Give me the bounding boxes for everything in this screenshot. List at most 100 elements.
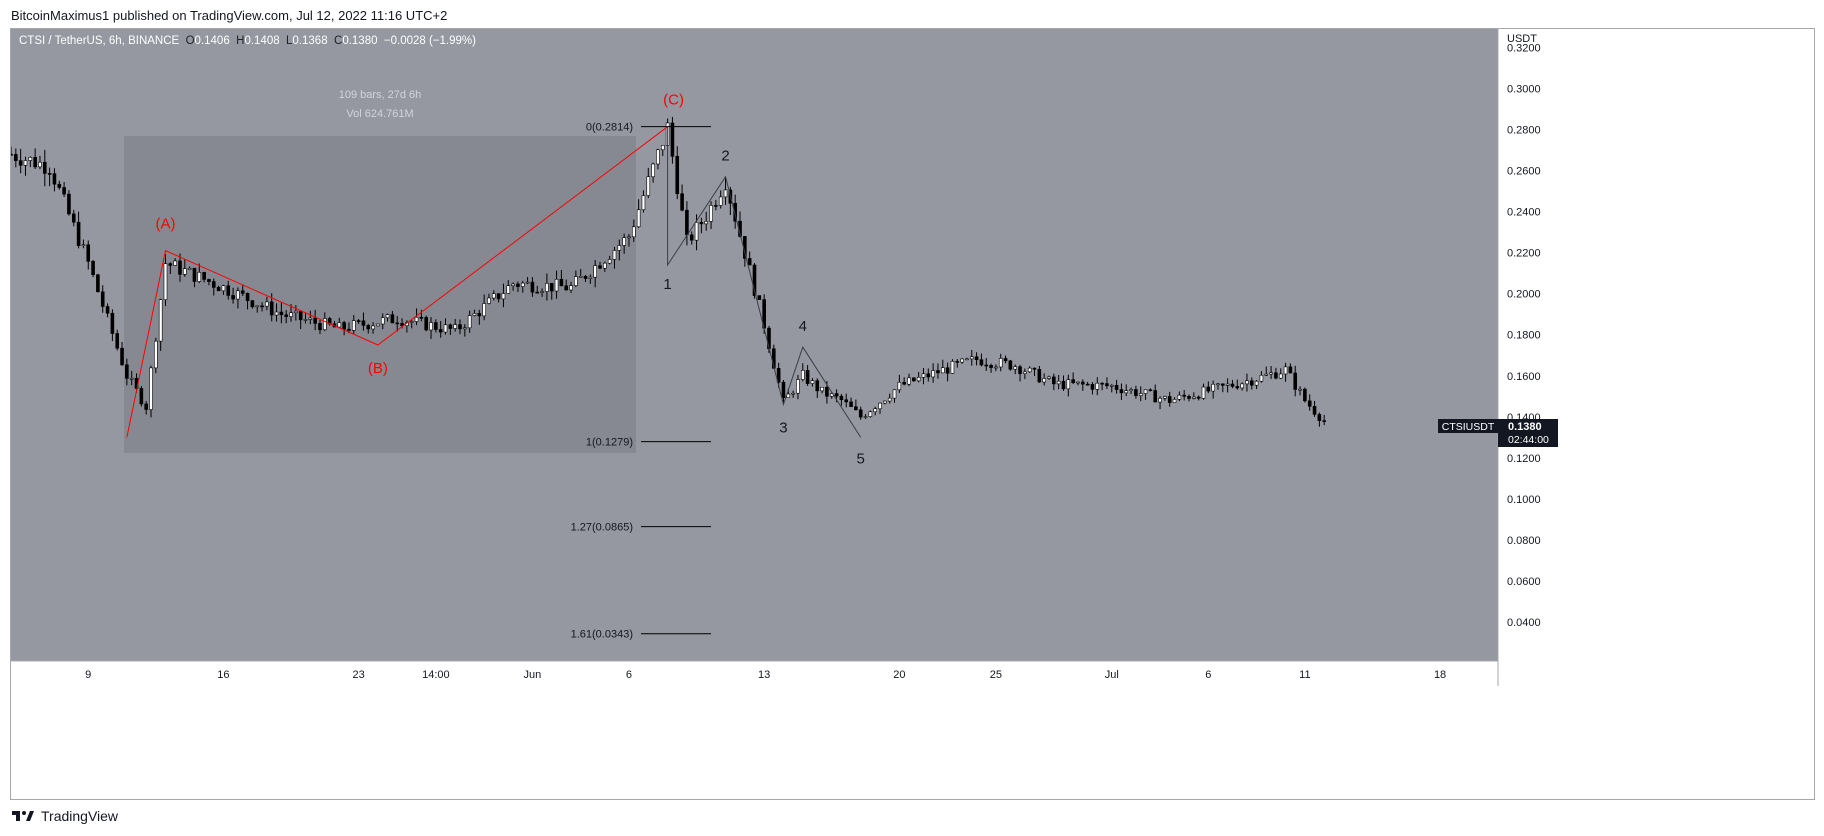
candle-body	[689, 234, 694, 241]
candle-body	[487, 297, 491, 304]
candle-body	[607, 259, 612, 264]
time-tick-label: 13	[758, 669, 770, 681]
candle-body	[1182, 394, 1186, 397]
candle-body	[660, 145, 665, 151]
candle-body	[574, 276, 578, 286]
candle-body	[887, 397, 892, 402]
candle-body	[969, 356, 974, 360]
measure-box[interactable]	[124, 136, 636, 453]
time-tick-label: Jul	[1105, 669, 1119, 681]
candle-body	[1211, 383, 1215, 392]
price-axis-currency: USDT	[1507, 33, 1537, 45]
candle-body	[1085, 383, 1090, 386]
candle-body	[1129, 389, 1133, 391]
chart-frame[interactable]: 109 bars, 27d 6h Vol 624.761M (A) (B) (C) 1…	[10, 28, 1815, 800]
candle-body	[385, 314, 390, 318]
candle-body	[873, 408, 877, 413]
candle-body	[409, 321, 414, 323]
candle-body	[96, 274, 100, 293]
candle-body	[781, 381, 786, 399]
candle-body	[231, 295, 235, 300]
impulse-wave-label: 3	[779, 420, 787, 437]
candle-body	[380, 317, 385, 325]
candle-body	[651, 163, 655, 178]
price-chart[interactable]: 109 bars, 27d 6h Vol 624.761M (A) (B) (C) 1…	[11, 29, 1814, 799]
candle-body	[1249, 380, 1254, 386]
candle-body	[477, 313, 482, 317]
candle-body	[578, 275, 583, 278]
price-tick-label: 0.1600	[1507, 371, 1541, 383]
candle-body	[1032, 367, 1037, 370]
candle-body	[810, 380, 815, 384]
candle-body	[221, 285, 226, 292]
candle-body	[598, 265, 602, 269]
last-symbol-label: CTSIUSDT	[1442, 421, 1495, 433]
candle-body	[458, 324, 462, 330]
price-tick-label: 0.2400	[1507, 207, 1541, 219]
candle-body	[1269, 372, 1273, 375]
footer-branding[interactable]: TradingView	[11, 808, 118, 824]
candle-body	[139, 388, 144, 405]
candle-body	[989, 365, 993, 368]
candle-body	[931, 370, 935, 378]
fib-extension[interactable]: 0(0.2814) 1(0.1279) 1.27(0.0865) 1.61(0.034…	[571, 122, 711, 641]
candle-body	[67, 193, 71, 215]
price-tick-label: 0.0800	[1507, 535, 1541, 547]
time-tick-label: 20	[893, 669, 905, 681]
candle-body	[820, 386, 824, 392]
candle-body	[796, 379, 800, 394]
candle-body	[154, 340, 158, 369]
candle-body	[883, 400, 887, 404]
candle-body	[347, 328, 351, 331]
legend-high: 0.1408	[244, 35, 280, 47]
candle-body	[940, 367, 945, 374]
impulse-wave-label: 4	[799, 318, 807, 335]
candle-body	[71, 213, 76, 223]
candle-body	[636, 209, 641, 228]
candle-body	[1037, 369, 1042, 383]
candle-body	[1283, 366, 1288, 375]
wave-drawings[interactable]: (A) (B) (C) 1 2 3 4 5	[126, 92, 865, 468]
price-tick-label: 0.1200	[1507, 453, 1541, 465]
last-price-tag: CTSIUSDT 0.1380 02:44:00	[1438, 419, 1558, 447]
candle-body	[1240, 383, 1244, 389]
candle-body	[1172, 399, 1177, 403]
candle-body	[183, 268, 187, 275]
legend-o-label: O	[185, 35, 195, 47]
candle-body	[603, 262, 607, 269]
candle-body	[516, 283, 520, 287]
price-tick-label: 0.1000	[1507, 494, 1541, 506]
candle-body	[747, 258, 752, 266]
candle-body	[1221, 383, 1225, 386]
candle-body	[1008, 360, 1013, 370]
candle-body	[1071, 379, 1075, 383]
candle-body	[52, 173, 57, 185]
candle-body	[236, 290, 240, 300]
candle-body	[269, 301, 274, 316]
candle-body	[1138, 393, 1143, 396]
candle-body	[120, 347, 124, 366]
candle-body	[1322, 420, 1326, 422]
candle-body	[419, 316, 424, 319]
candle-body	[448, 324, 453, 329]
candle-body	[530, 281, 535, 293]
candle-body	[632, 226, 636, 238]
candle-body	[207, 279, 211, 282]
symbol-legend: CTSI / TetherUS, 6h, BINANCE O0.1406 H0.…	[19, 35, 476, 47]
candle-body	[86, 244, 91, 262]
candle-body	[144, 403, 148, 410]
candle-body	[675, 155, 680, 195]
candle-body	[916, 376, 921, 382]
candle-body	[496, 293, 501, 300]
candle-body	[414, 316, 419, 322]
candle-body	[443, 324, 448, 333]
candle-body	[656, 149, 660, 165]
candle-body	[520, 282, 525, 287]
candle-body	[47, 173, 52, 175]
time-tick-label: 14:00	[422, 669, 450, 681]
candle-body	[400, 323, 404, 326]
fib-level-label: 1.27(0.0865)	[571, 522, 633, 534]
candle-body	[390, 314, 395, 324]
candle-body	[187, 267, 192, 270]
price-tick-label: 0.2600	[1507, 166, 1541, 178]
